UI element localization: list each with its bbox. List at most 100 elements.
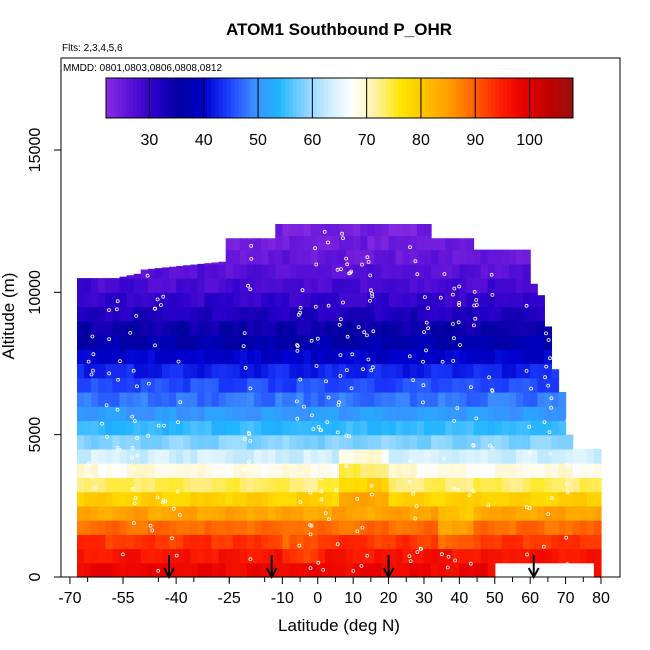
heatmap-cell	[268, 505, 276, 521]
heatmap-cell	[204, 448, 213, 464]
heatmap-cell	[516, 349, 524, 365]
heatmap-cell	[133, 562, 142, 578]
heatmap-cell	[438, 420, 446, 436]
heatmap-cell	[225, 477, 234, 493]
y-tick-label: 0	[27, 572, 44, 581]
heatmap-cell	[225, 448, 234, 464]
heatmap-cell	[261, 238, 269, 251]
heatmap-cell	[459, 349, 468, 365]
sample-point	[170, 536, 174, 541]
colorbar-segment	[242, 78, 247, 118]
heatmap-cell	[593, 534, 602, 550]
x-axis: -70 -55 -40 -25 -10 0 10 20 30 40 50 60 70 80	[58, 576, 610, 607]
heatmap-cell	[544, 520, 553, 535]
sample-point	[158, 303, 163, 307]
heatmap-cell	[431, 377, 439, 393]
heatmap-cell	[339, 420, 347, 436]
heatmap-cell	[438, 463, 446, 478]
heatmap-cell	[416, 235, 425, 251]
heatmap-cell	[183, 292, 191, 308]
heatmap-cell	[154, 420, 163, 436]
heatmap-cell	[289, 477, 298, 493]
heatmap-cell	[331, 520, 340, 535]
heatmap-cell	[416, 505, 425, 521]
heatmap-cell	[211, 477, 220, 493]
colorbar-segment	[238, 78, 243, 118]
heatmap-cell	[487, 534, 496, 550]
heatmap-cell	[431, 548, 439, 564]
heatmap-cell	[402, 391, 411, 407]
heatmap-cell	[331, 377, 340, 393]
heatmap-cell	[169, 463, 177, 478]
heatmap-cell	[84, 377, 92, 393]
heatmap-cell	[487, 377, 496, 393]
heatmap-cell	[494, 463, 503, 478]
heatmap-cell	[275, 406, 283, 422]
colorbar-segment	[249, 78, 255, 118]
heatmap-cell	[537, 505, 545, 521]
heatmap-cell	[360, 335, 368, 350]
heatmap-cell	[494, 491, 503, 507]
heatmap-cell	[91, 320, 99, 336]
heatmap-cell	[126, 292, 135, 308]
heatmap-cell	[423, 463, 432, 478]
heatmap-cell	[204, 463, 213, 478]
heatmap-cell	[523, 420, 531, 436]
heatmap-cell	[112, 434, 121, 450]
heatmap-cell	[176, 434, 184, 450]
x-tick-label: 80	[592, 590, 610, 607]
sample-point	[440, 359, 445, 364]
sample-point	[549, 396, 554, 401]
heatmap-cell	[183, 520, 191, 535]
heatmap-cell	[466, 491, 475, 507]
heatmap-cell	[239, 363, 248, 379]
heatmap-cell	[572, 548, 581, 564]
heatmap-cell	[353, 491, 361, 507]
heatmap-cell	[367, 263, 375, 279]
heatmap-cell	[289, 306, 298, 322]
heatmap-cell	[204, 391, 213, 407]
colorbar-segment	[316, 78, 321, 118]
heatmap-cell	[388, 377, 397, 393]
heatmap-cell	[445, 562, 453, 578]
heatmap-cell	[445, 491, 453, 507]
heatmap-cell	[119, 505, 128, 521]
heatmap-cell	[183, 335, 191, 350]
heatmap-cell	[466, 278, 475, 293]
heatmap-cell	[374, 363, 383, 379]
heatmap-cell	[593, 562, 602, 578]
heatmap-cell	[388, 292, 397, 308]
heatmap-cell	[154, 306, 163, 322]
heatmap-cell	[204, 292, 213, 308]
heatmap-cell	[169, 306, 177, 322]
colorbar-segment	[156, 78, 161, 118]
heatmap-cell	[409, 335, 418, 350]
sample-point	[161, 294, 166, 299]
sample-point	[341, 300, 345, 305]
heatmap-cell	[473, 306, 482, 322]
heatmap-cell	[367, 520, 375, 535]
heatmap-cell	[331, 406, 340, 422]
heatmap-cell	[303, 420, 312, 436]
colorbar-segment	[460, 78, 465, 118]
heatmap-cell	[289, 520, 298, 535]
heatmap-cell	[77, 463, 85, 478]
x-tick-label: -10	[271, 590, 294, 607]
heatmap-cell	[438, 320, 446, 336]
x-tick-label: 20	[380, 590, 398, 607]
heatmap-cell	[438, 505, 446, 521]
heatmap-cell	[381, 320, 390, 336]
heatmap-cell	[282, 406, 291, 422]
sample-point	[413, 516, 418, 521]
heatmap-cell	[77, 363, 85, 379]
heatmap-cell	[161, 434, 170, 450]
heatmap-cell	[169, 363, 177, 379]
heatmap-cell	[161, 306, 170, 322]
sample-point	[469, 385, 473, 390]
heatmap-cell	[91, 349, 99, 365]
heatmap-cell	[133, 434, 142, 450]
heatmap-cell	[459, 420, 468, 436]
heatmap-cell	[169, 266, 177, 279]
heatmap-cell	[530, 520, 538, 535]
heatmap-cell	[161, 377, 170, 393]
